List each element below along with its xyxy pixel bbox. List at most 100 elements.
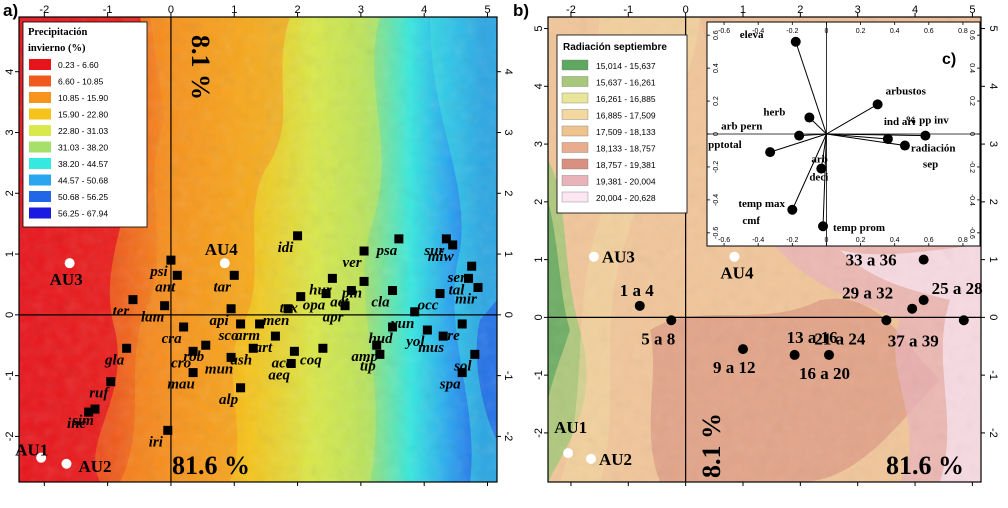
panel-a-species-point: [388, 286, 398, 296]
radiation-legend-label: 15,014 - 15,637: [596, 61, 656, 71]
panel-b-group-label: 33 a 36: [846, 251, 897, 270]
panel-c-ytick-label: -0.4: [713, 194, 720, 206]
panel-a-species-label: mus: [418, 340, 444, 356]
panel-b-group-point: [789, 349, 800, 360]
panel-c-inset: -0.6-0.6-0.4-0.4-0.2-0.2000.20.20.40.40.…: [706, 21, 981, 247]
panel-b-group-label: 37 a 39: [888, 331, 939, 350]
panel-a-species-point: [457, 368, 467, 378]
panel-c-vector-label: eleva: [740, 29, 764, 41]
radiation-legend-swatch: [561, 191, 589, 203]
panel-a-species-point: [473, 282, 483, 292]
panel-a-species-label: amp: [351, 349, 378, 365]
panel-a-species-label: lam: [141, 310, 164, 326]
panel-c-vector-label: cmf: [742, 215, 760, 227]
panel-a-species-point: [188, 368, 198, 378]
panel-c-vector-line: [795, 41, 827, 135]
panel-b-group-label: 16 a 20: [799, 364, 850, 383]
precip-legend-swatch: [29, 207, 51, 219]
panel-a-species-point: [128, 295, 138, 305]
panel-a-site-point: [64, 258, 75, 269]
panel-c-xtick-label: 0.8: [958, 28, 968, 35]
panel-b-group-label: 25 a 28: [932, 279, 983, 298]
panel-b-xtick-label: 5: [969, 4, 975, 16]
panel-c-vector-label: pptotal: [708, 139, 742, 151]
panel-a-site-point: [36, 452, 47, 463]
panel-a-species-label: cla: [371, 295, 390, 311]
panel-b-frame: [547, 16, 982, 483]
panel-a-species-label: tar: [214, 279, 232, 295]
precip-legend-swatch: [29, 75, 51, 87]
panel-b-site-label: AU1: [554, 418, 587, 437]
panel-c-ytick-label: -0.6: [713, 227, 720, 239]
panel-b-site-point: [563, 448, 574, 459]
panel-a-site-label: AU3: [50, 270, 83, 289]
panel-a-species-point: [422, 325, 432, 335]
precip-legend-swatch: [29, 191, 51, 202]
panel-b-ytick-label-right: 3: [987, 141, 999, 147]
panel-a-ytick-label: 1: [4, 251, 16, 257]
panel-b-horizontal-pct: 81.6 %: [886, 451, 964, 480]
panel-a-vertical-pct: 8.1 %: [186, 35, 215, 100]
panel-c-vector-line: [826, 103, 878, 135]
panel-a-ytick-label: 2: [4, 190, 16, 196]
panel-c-ytick-label: 0.4: [713, 63, 720, 73]
panel-a-species-point: [172, 270, 182, 280]
panel-a-species-label: men: [263, 313, 290, 329]
precip-legend-label: 22.80 - 31.03: [58, 126, 108, 136]
panel-b-site-label: AU4: [720, 264, 754, 283]
precip-legend: Precipitación invierno (%) 0.23 - 6.60 6.…: [22, 21, 148, 228]
radiation-legend-swatch: [561, 142, 589, 153]
panel-a-species-point: [470, 349, 480, 359]
precip-legend-swatch: [29, 125, 51, 136]
radiation-legend-title: Radiación septiembre: [563, 42, 667, 53]
panel-a-species-point: [441, 234, 451, 244]
panel-b-xtick-label: -2: [566, 4, 576, 16]
panel-a-species-label: sim: [71, 413, 94, 429]
panel-c-ytick-label: 0.6: [713, 30, 720, 40]
panel-c-vector-label: sep: [923, 159, 938, 171]
panel-b-group-point: [737, 344, 748, 355]
panel-a-ytick-label-right: 4: [502, 69, 514, 75]
panel-a-frame: [18, 16, 498, 483]
precip-legend-swatch: [29, 59, 51, 70]
panel-b-ytick-label: 0: [533, 314, 545, 320]
panel-b-group-point: [918, 295, 929, 306]
panel-a-xtick-label: 5: [484, 4, 490, 16]
panel-b-site-point: [588, 251, 599, 262]
panel-a-ytick-label-right: 1: [502, 251, 514, 257]
panel-c-xtick-label: 0.4: [890, 28, 900, 35]
precip-legend-label: 31.03 - 38.20: [58, 143, 108, 153]
panel-a-species-label: ter: [113, 304, 130, 320]
radiation-legend-label: 18,133 - 18,757: [596, 144, 656, 154]
panel-a-species-label: yol: [404, 334, 425, 350]
panel-c-vector-point: [804, 112, 815, 123]
panel-c-vector-line: [826, 133, 905, 147]
panel-c-vector-point: [818, 221, 829, 232]
panel-c-ytick-label-right: 0.6: [968, 30, 975, 40]
panel-a-species-point: [296, 292, 306, 302]
panel-a-xtick-label: -2: [39, 4, 49, 16]
precip-legend-label: 50.68 - 56.25: [58, 192, 108, 202]
panel-c-vector-label: herb: [763, 107, 785, 119]
panel-c-xtick-label: -0.6: [718, 28, 730, 35]
panel-c-vector-label: % pp inv: [905, 115, 949, 127]
panel-b-ytick-label-right: 0: [987, 314, 999, 320]
panel-c-vector-point: [872, 99, 883, 110]
panel-c-xtick-label: 0.2: [856, 28, 866, 35]
panel-a-ytick-label-right: 3: [502, 129, 514, 135]
panel-a-species-label: psa: [374, 243, 397, 259]
panel-a-species-point: [226, 304, 236, 314]
panel-b-xtick-label: -1: [623, 4, 633, 16]
panel-b-ytick-label: 2: [533, 199, 545, 205]
radiation-legend: Radiación septiembre 15,014 - 15,637 15,6…: [556, 34, 688, 214]
radiation-legend-swatch: [561, 59, 589, 71]
panel-a-ytick-label: 4: [4, 69, 16, 75]
panel-a-species-label: ver: [342, 255, 361, 271]
panel-c-vector-point: [816, 163, 827, 174]
panel-b-ytick-label: 5: [533, 25, 545, 31]
panel-a-species-point: [236, 383, 246, 393]
panel-a-species-label: psi: [148, 264, 168, 280]
panel-b-site-label: AU3: [602, 248, 635, 267]
panel-a-ytick-label: -1: [4, 371, 16, 381]
panel-c-vector-point: [882, 133, 893, 144]
